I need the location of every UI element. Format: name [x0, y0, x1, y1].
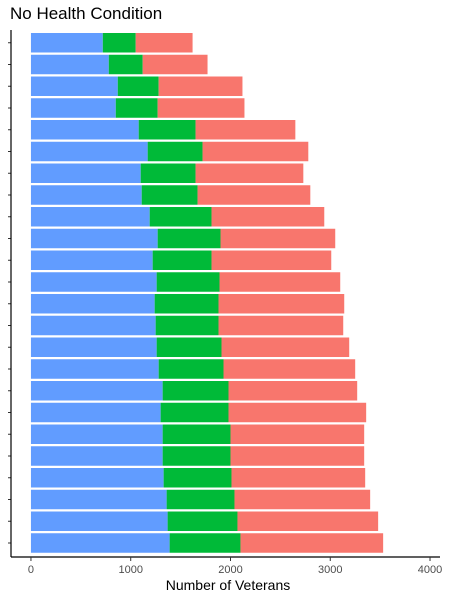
x-tick-label-1000: 1000 [118, 564, 142, 576]
bar-segment-21-series-2 [163, 468, 232, 488]
bar-segment-13-series-2 [154, 294, 219, 314]
bar-segment-19-series-2 [162, 424, 231, 444]
bar-segment-15-series-3 [221, 337, 350, 357]
bar-segment-1-series-1 [30, 33, 103, 53]
bar-segment-6-series-3 [202, 141, 309, 162]
bar-segment-9-series-2 [149, 207, 212, 227]
bar-segment-18-series-1 [30, 402, 161, 423]
bar-segment-11-series-2 [152, 250, 212, 270]
x-tick-label-2000: 2000 [218, 564, 242, 576]
bar-segment-19-series-1 [30, 424, 163, 444]
bar-segment-13-series-3 [218, 294, 345, 314]
bar-segment-24-series-2 [169, 533, 241, 553]
bar-segment-9-series-1 [30, 207, 150, 227]
bar-segment-12-series-3 [219, 272, 341, 292]
bar-segment-21-series-1 [30, 468, 164, 488]
bar-segment-5-series-2 [138, 120, 196, 140]
bar-segment-22-series-1 [30, 489, 167, 510]
bar-segment-20-series-3 [230, 446, 365, 466]
bar-segment-5-series-1 [30, 120, 139, 140]
bar-segment-8-series-1 [30, 185, 142, 205]
bar-segment-7-series-3 [195, 163, 304, 183]
bar-segment-20-series-1 [30, 446, 163, 466]
bar-segment-3-series-2 [117, 76, 159, 96]
bar-segment-14-series-1 [30, 315, 156, 336]
x-tick-label-3000: 3000 [318, 564, 342, 576]
bar-segment-20-series-2 [162, 446, 231, 466]
bar-segment-3-series-3 [158, 76, 243, 96]
bar-segment-23-series-3 [237, 511, 379, 531]
bar-segment-8-series-2 [141, 185, 198, 205]
bar-segment-18-series-2 [160, 402, 229, 423]
bar-segment-5-series-3 [195, 120, 296, 140]
bar-segment-12-series-1 [30, 272, 157, 292]
x-tick-label-0: 0 [28, 564, 34, 576]
bar-segment-3-series-1 [30, 76, 118, 96]
bar-segment-1-series-2 [102, 33, 136, 53]
bar-segment-4-series-1 [30, 98, 116, 118]
bar-segment-7-series-2 [140, 163, 196, 183]
bar-segment-12-series-2 [156, 272, 220, 292]
bar-segment-14-series-3 [218, 315, 344, 336]
bar-segment-2-series-3 [142, 54, 208, 75]
bar-segment-1-series-3 [135, 33, 193, 53]
bar-segment-6-series-1 [30, 141, 148, 162]
bar-segment-2-series-1 [30, 54, 109, 75]
bar-segment-9-series-3 [211, 207, 325, 227]
bar-segment-18-series-3 [228, 402, 367, 423]
bar-segment-21-series-3 [231, 468, 366, 488]
bar-segment-13-series-1 [30, 294, 155, 314]
bar-segment-24-series-1 [30, 533, 170, 553]
bar-segment-19-series-3 [230, 424, 365, 444]
bar-segment-24-series-3 [240, 533, 384, 553]
chart-title: No Health Condition [10, 4, 163, 23]
bars-layer [30, 33, 384, 553]
bar-segment-10-series-3 [220, 228, 336, 249]
bar-segment-4-series-2 [115, 98, 158, 118]
x-axis-title: Number of Veterans [166, 577, 291, 593]
bar-segment-2-series-2 [108, 54, 143, 75]
bar-segment-6-series-2 [147, 141, 203, 162]
bar-segment-10-series-1 [30, 228, 158, 249]
bar-segment-17-series-2 [162, 381, 229, 401]
bar-segment-16-series-1 [30, 359, 159, 379]
bar-segment-7-series-1 [30, 163, 141, 183]
bar-segment-4-series-3 [157, 98, 245, 118]
bar-segment-22-series-3 [234, 489, 371, 510]
bar-segment-14-series-2 [155, 315, 219, 336]
bar-segment-10-series-2 [157, 228, 221, 249]
bar-segment-17-series-3 [228, 381, 358, 401]
y-axis [8, 30, 12, 557]
bar-segment-11-series-1 [30, 250, 153, 270]
bar-segment-16-series-3 [223, 359, 356, 379]
bar-segment-15-series-1 [30, 337, 157, 357]
bar-segment-22-series-2 [166, 489, 235, 510]
bar-segment-11-series-3 [211, 250, 332, 270]
bar-segment-16-series-2 [158, 359, 224, 379]
bar-segment-23-series-1 [30, 511, 168, 531]
bar-segment-23-series-2 [167, 511, 238, 531]
x-tick-label-4000: 4000 [418, 564, 442, 576]
bar-segment-8-series-3 [197, 185, 311, 205]
bar-segment-15-series-2 [156, 337, 222, 357]
bar-segment-17-series-1 [30, 381, 163, 401]
x-axis: 0 1000 2000 3000 4000 [11, 556, 442, 576]
